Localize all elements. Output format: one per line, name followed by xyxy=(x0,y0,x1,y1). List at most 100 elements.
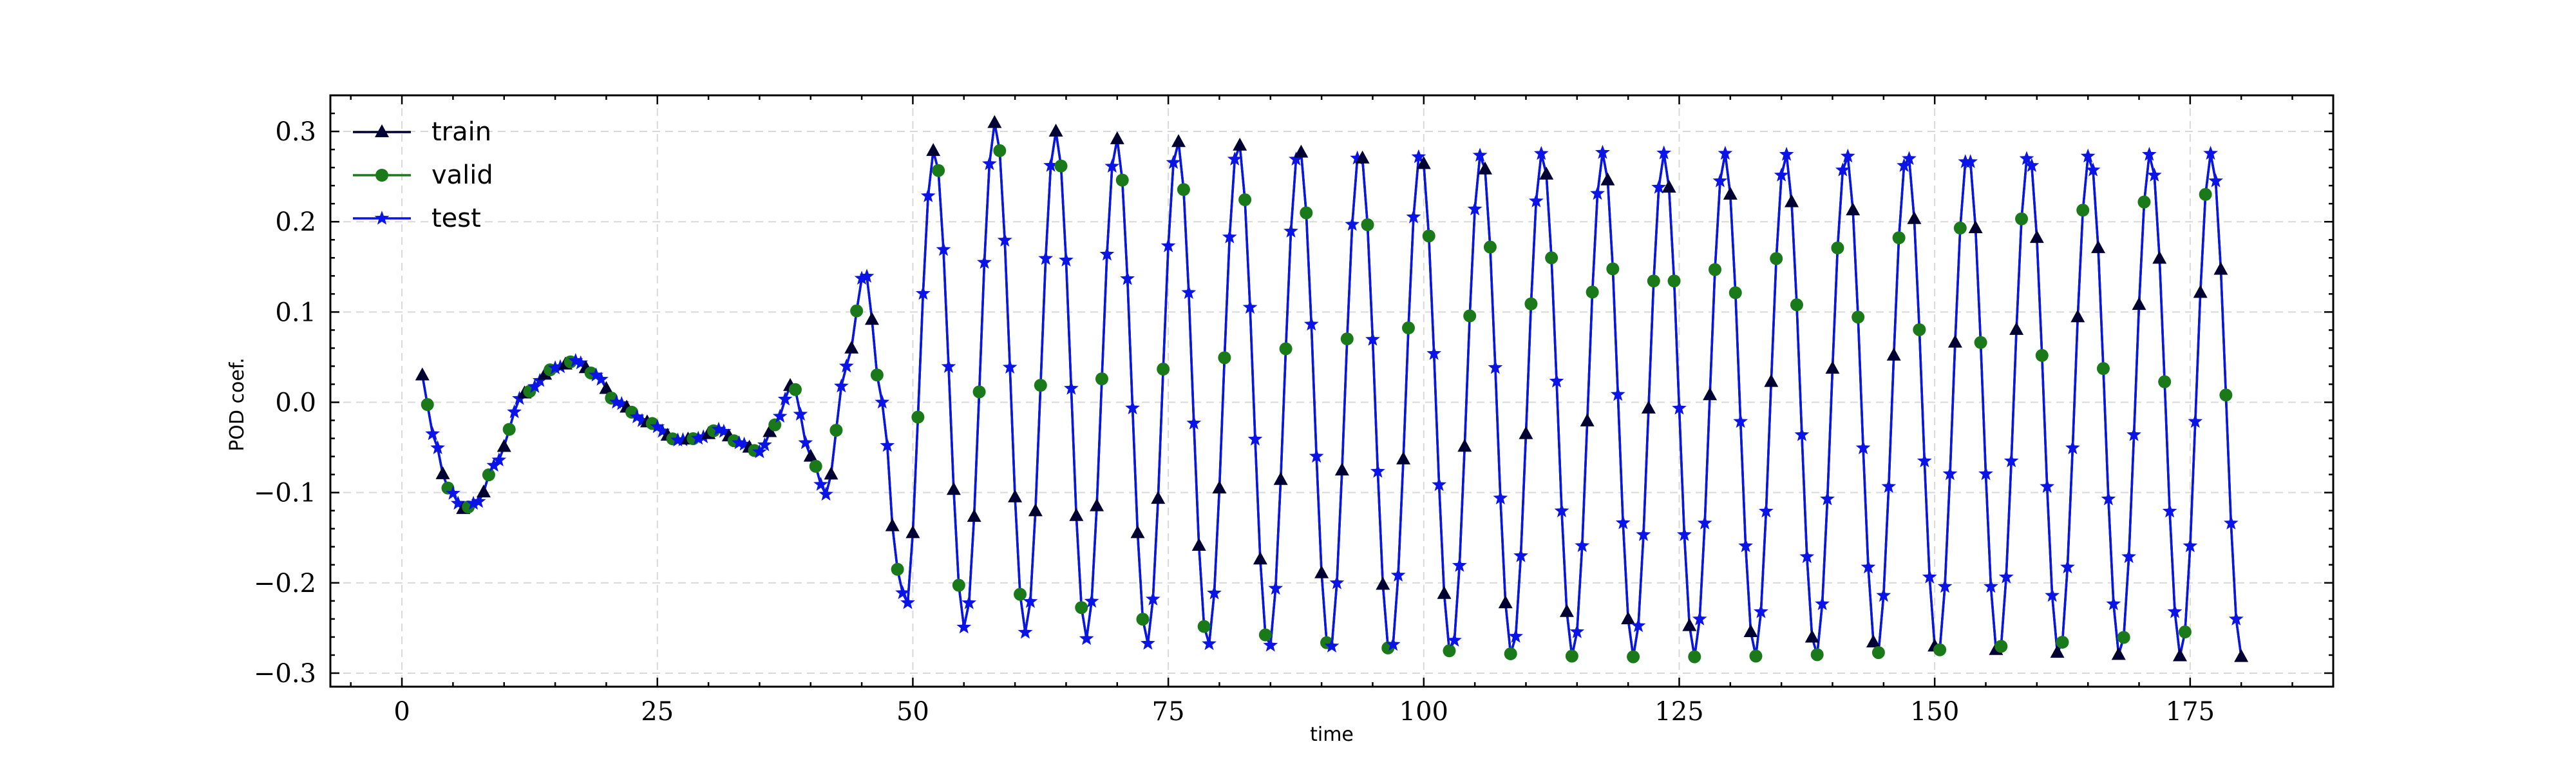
data-point-valid xyxy=(1218,351,1231,365)
data-point-valid xyxy=(502,423,516,436)
data-point-test xyxy=(1043,158,1059,172)
data-point-train xyxy=(1437,586,1452,599)
data-point-test xyxy=(1590,186,1605,200)
data-point-train xyxy=(2111,647,2126,660)
data-point-test xyxy=(854,271,869,285)
data-point-test xyxy=(813,477,828,491)
data-point-test xyxy=(573,355,589,370)
data-point-valid xyxy=(1728,286,1742,300)
data-point-valid xyxy=(1831,241,1844,254)
data-point-test xyxy=(1758,503,1774,518)
data-point-test xyxy=(594,372,609,386)
data-point-train xyxy=(1396,451,1411,464)
data-point-test xyxy=(900,595,915,609)
data-point-test xyxy=(1207,585,1222,600)
data-point-test xyxy=(1268,580,1283,595)
x-tick-label: 100 xyxy=(1399,697,1448,727)
x-tick-label: 175 xyxy=(2166,697,2215,727)
data-point-valid xyxy=(1667,274,1681,288)
data-point-test xyxy=(2101,491,2116,506)
data-point-test xyxy=(956,619,972,634)
data-point-test xyxy=(491,452,507,466)
data-point-test xyxy=(859,269,875,283)
series-markers xyxy=(415,115,2249,663)
data-point-test xyxy=(941,359,956,373)
data-point-train xyxy=(905,525,920,539)
data-point-test xyxy=(629,409,645,424)
data-point-train xyxy=(1334,463,1349,476)
data-point-test xyxy=(1350,150,1365,165)
data-point-test xyxy=(1998,569,2014,584)
data-point-valid xyxy=(1177,183,1190,196)
data-point-test xyxy=(1917,453,1932,468)
data-point-test xyxy=(1569,624,1585,638)
data-point-test xyxy=(1754,604,1768,618)
data-point-test xyxy=(1692,611,1707,625)
data-point-valid xyxy=(1483,240,1497,254)
data-point-test xyxy=(568,353,583,367)
data-point-test xyxy=(716,423,732,438)
data-point-test xyxy=(2146,167,2162,182)
data-point-test xyxy=(2228,611,2244,625)
data-point-valid xyxy=(2035,348,2049,362)
data-point-test xyxy=(547,360,563,374)
data-point-valid xyxy=(993,144,1007,157)
data-point-valid xyxy=(1095,372,1108,386)
data-point-test xyxy=(1575,538,1590,552)
data-point-test xyxy=(471,493,486,508)
data-point-test xyxy=(589,367,603,382)
legend-marker-test xyxy=(374,211,390,225)
data-point-train xyxy=(415,367,430,381)
data-point-valid xyxy=(1258,628,1272,642)
data-point-valid xyxy=(768,418,782,432)
data-point-train xyxy=(926,143,941,157)
data-point-test xyxy=(1922,569,1937,584)
data-point-valid xyxy=(1545,251,1558,265)
series-line-test xyxy=(421,121,2242,658)
data-point-train xyxy=(1947,334,1962,348)
data-point-test xyxy=(1181,285,1197,300)
data-point-test xyxy=(2142,146,2157,161)
series-line-train xyxy=(421,121,2242,658)
data-point-valid xyxy=(1463,309,1477,323)
data-point-valid xyxy=(829,423,843,437)
data-point-test xyxy=(1636,527,1651,541)
data-point-test xyxy=(1186,415,1202,430)
data-point-test xyxy=(1242,300,1258,314)
data-point-test xyxy=(1059,253,1074,267)
data-point-test xyxy=(838,358,854,373)
data-point-test xyxy=(1733,414,1748,428)
data-point-test xyxy=(1303,316,1319,331)
data-point-train xyxy=(1478,161,1493,175)
data-point-train xyxy=(1825,361,1840,374)
data-point-train xyxy=(1355,150,1370,164)
data-point-test xyxy=(1125,400,1140,415)
data-point-test xyxy=(1876,587,1891,602)
data-point-valid xyxy=(1974,336,1987,349)
data-point-test xyxy=(1840,148,1855,163)
data-point-test xyxy=(634,413,650,427)
data-point-train xyxy=(762,424,777,437)
data-point-train xyxy=(1559,604,1574,617)
data-point-test xyxy=(1370,463,1385,478)
data-point-train xyxy=(1968,220,1983,234)
data-point-test xyxy=(450,495,466,510)
data-point-train xyxy=(1294,144,1309,158)
data-point-test xyxy=(777,391,793,406)
data-point-valid xyxy=(1136,613,1150,626)
data-point-valid xyxy=(421,398,434,412)
data-point-train xyxy=(2070,309,2085,323)
data-point-valid xyxy=(1504,647,1517,660)
data-point-test xyxy=(1937,578,1953,593)
legend-label-valid: valid xyxy=(431,160,493,190)
data-point-test xyxy=(2003,453,2019,468)
data-point-valid xyxy=(1770,252,1783,265)
data-point-test xyxy=(1712,173,1728,187)
data-point-train xyxy=(803,448,818,462)
data-point-test xyxy=(1595,144,1610,159)
y-tick-label: 0.0 xyxy=(275,388,316,418)
data-point-train xyxy=(946,482,961,495)
data-point-train xyxy=(2152,251,2167,264)
grid xyxy=(330,95,2333,687)
data-point-test xyxy=(1472,148,1488,162)
